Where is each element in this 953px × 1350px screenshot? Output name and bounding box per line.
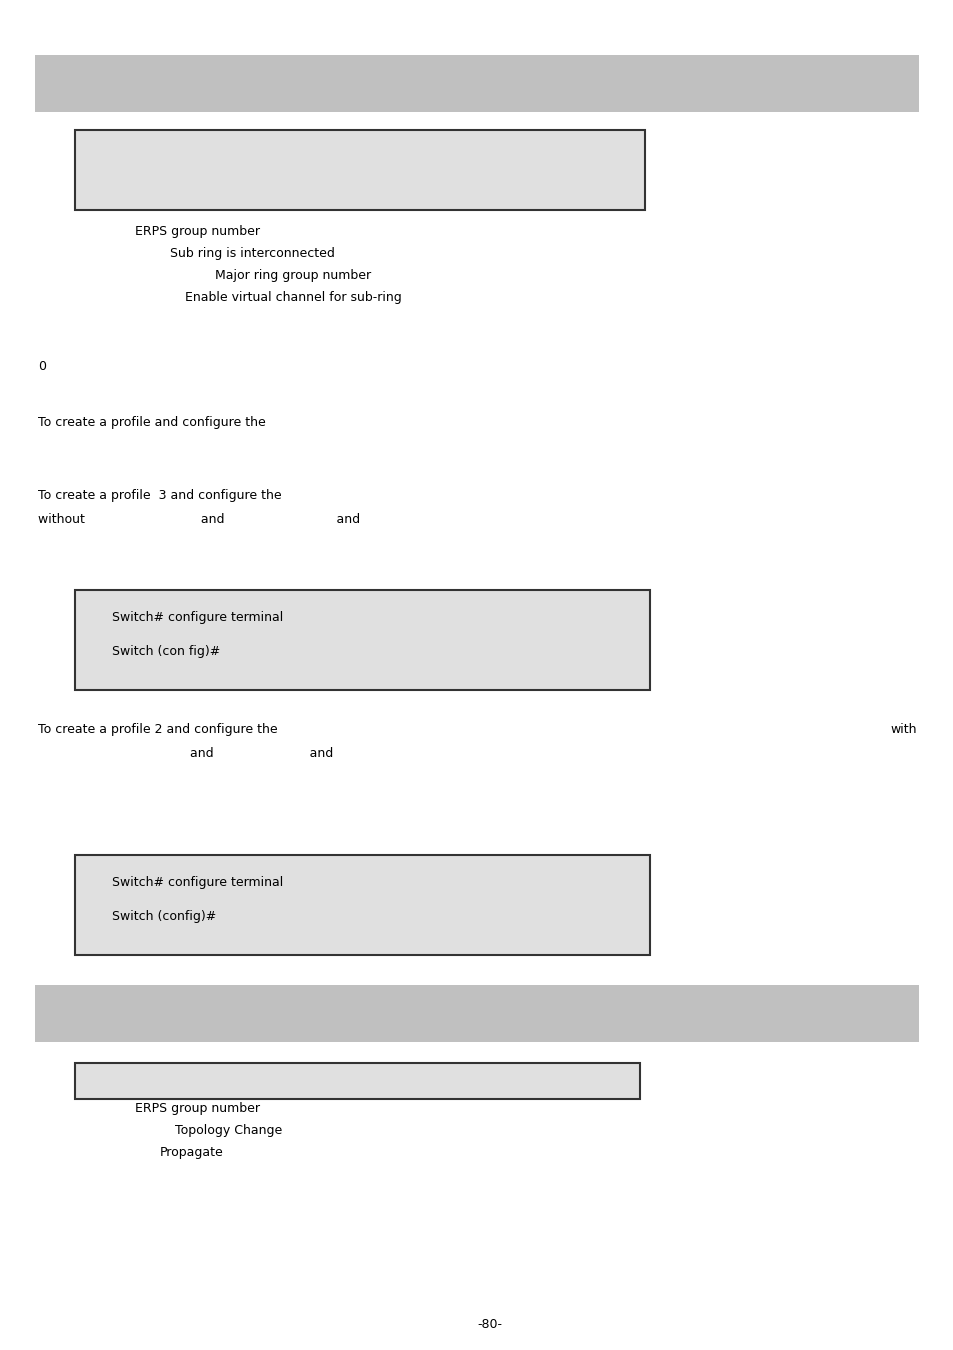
Text: To create a profile 2 and configure the: To create a profile 2 and configure the [38,724,277,736]
Text: To create a profile and configure the: To create a profile and configure the [38,416,266,429]
Bar [35,986,918,1042]
Text: ERPS group number: ERPS group number [135,225,260,238]
Text: Enable virtual channel for sub-ring: Enable virtual channel for sub-ring [185,292,401,304]
Text: with: with [889,724,916,736]
Text: ERPS group number: ERPS group number [135,1102,260,1115]
Text: Switch (config)#: Switch (config)# [112,910,216,923]
Text: Switch# configure terminal: Switch# configure terminal [112,612,283,624]
Bar [75,590,649,690]
Text: Sub ring is interconnected: Sub ring is interconnected [170,247,335,261]
Bar [75,855,649,954]
Bar [75,1062,639,1099]
Text: Switch# configure terminal: Switch# configure terminal [112,876,283,890]
Text: Topology Change: Topology Change [174,1125,282,1137]
Text: 0: 0 [38,360,46,373]
Text: To create a profile  3 and configure the: To create a profile 3 and configure the [38,489,281,502]
Text: and                        and: and and [190,747,333,760]
Bar [35,55,918,112]
Text: Switch (con fig)#: Switch (con fig)# [112,645,220,657]
Text: Major ring group number: Major ring group number [214,269,371,282]
Text: -80-: -80- [476,1318,501,1331]
Bar [75,130,644,211]
Text: without                             and                            and: without and and [38,513,359,526]
Text: Propagate: Propagate [160,1146,224,1160]
